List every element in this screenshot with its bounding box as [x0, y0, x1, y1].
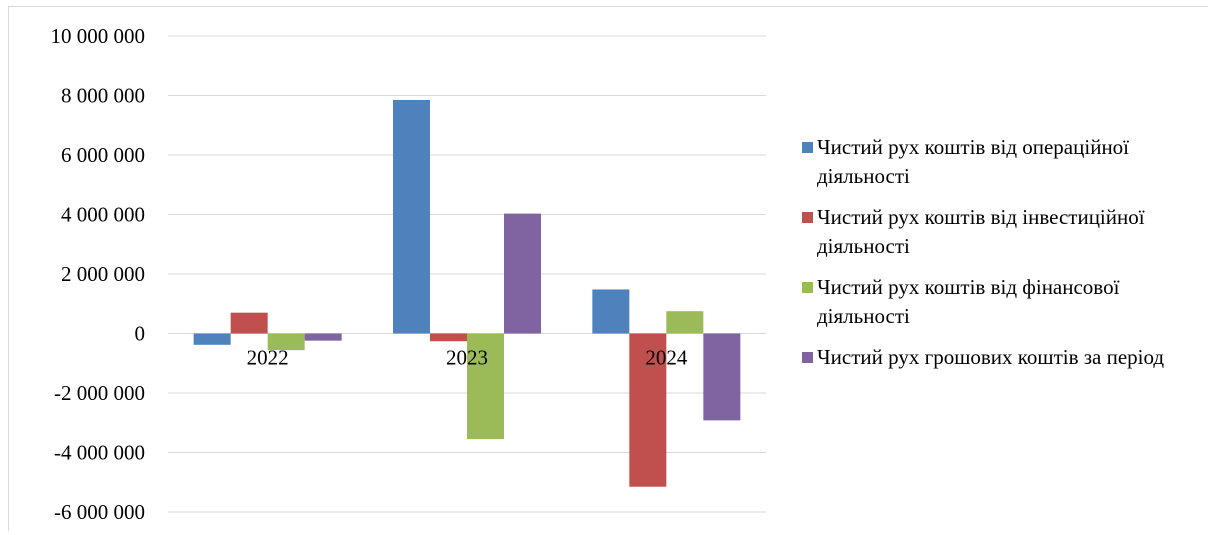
bars — [193, 99, 741, 487]
y-tick-label: -2 000 000 — [54, 381, 145, 405]
bar-2022-series-1 — [193, 333, 231, 345]
bar-2023-series-1 — [393, 99, 430, 334]
bar-2024-series-4 — [703, 333, 741, 421]
bar-2023-series-4 — [504, 213, 541, 334]
legend-item: Чистий рух грошових коштів за період — [802, 343, 1207, 372]
legend-swatch — [802, 352, 813, 363]
bar-2023-series-3 — [467, 333, 504, 440]
y-axis-tick-labels: 10 000 000 8 000 000 6 000 000 4 000 000 2 0… — [51, 24, 146, 524]
bar-2024-series-3 — [666, 311, 704, 334]
y-tick-label: 8 000 000 — [61, 84, 145, 108]
y-tick-label: 6 000 000 — [61, 143, 145, 167]
legend-swatch — [802, 212, 813, 223]
y-tick-label: 2 000 000 — [61, 262, 145, 286]
x-category-label: 2023 — [446, 346, 488, 370]
legend-item: Чистий рух коштів від операційної діяльн… — [802, 133, 1207, 191]
gridlines — [168, 35, 766, 513]
legend: Чистий рух коштів від операційної діяльн… — [802, 133, 1207, 384]
bar-2022-series-2 — [230, 312, 268, 334]
bar-2022-series-3 — [267, 333, 305, 351]
chart-frame — [8, 6, 1208, 531]
bar-2023-series-2 — [430, 333, 467, 342]
x-axis-category-labels: 2022 2023 2024 — [247, 346, 688, 370]
legend-item: Чистий рух коштів від інвестиційної діял… — [802, 203, 1207, 261]
legend-label: Чистий рух грошових коштів за період — [817, 345, 1165, 369]
y-tick-label: -4 000 000 — [54, 441, 145, 465]
bar-2024-series-2 — [629, 333, 667, 487]
legend-label: Чистий рух коштів від операційної діяльн… — [817, 135, 1130, 188]
y-tick-label: 0 — [135, 322, 146, 346]
y-tick-label: 4 000 000 — [61, 203, 145, 227]
x-category-label: 2024 — [645, 346, 688, 370]
legend-item: Чистий рух коштів від фінансової діяльно… — [802, 273, 1207, 331]
legend-swatch — [802, 142, 813, 153]
bar-2024-series-1 — [592, 289, 630, 334]
bar-2022-series-4 — [304, 333, 342, 341]
x-category-label: 2022 — [247, 346, 289, 370]
y-tick-label: -6 000 000 — [54, 500, 145, 524]
legend-swatch — [802, 282, 813, 293]
y-tick-label: 10 000 000 — [51, 24, 146, 48]
legend-label: Чистий рух коштів від фінансової діяльно… — [817, 275, 1120, 328]
legend-label: Чистий рух коштів від інвестиційної діял… — [817, 205, 1145, 258]
